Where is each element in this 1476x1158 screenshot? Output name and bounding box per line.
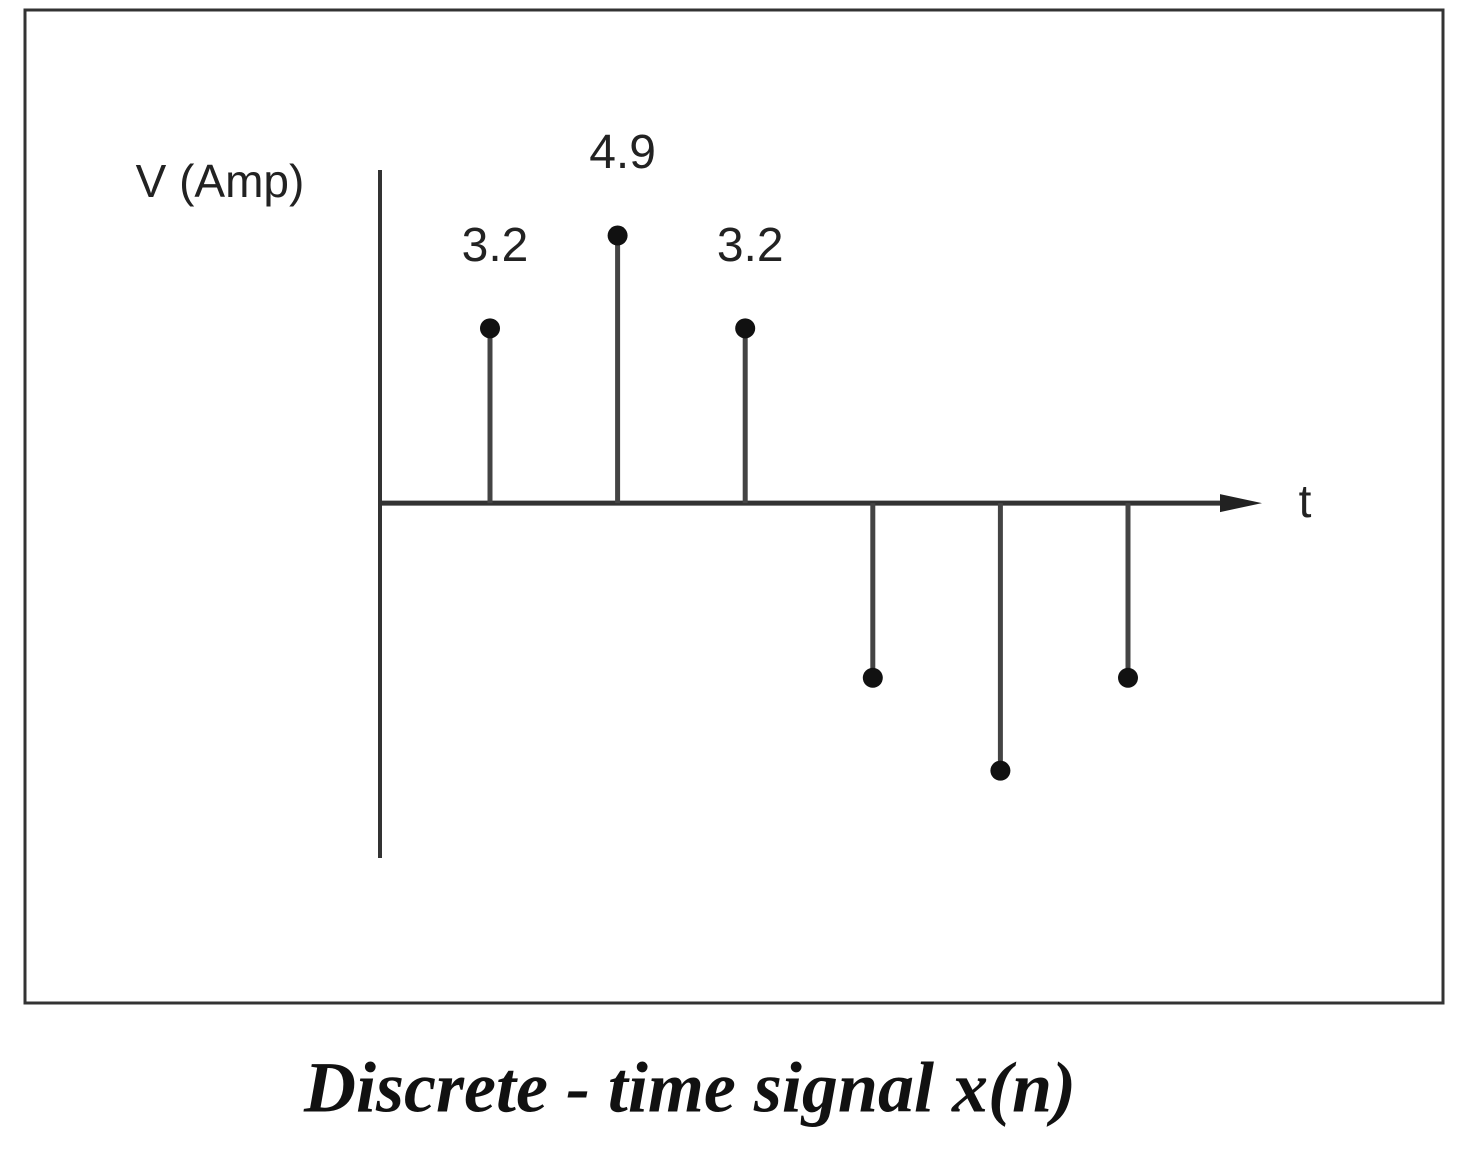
stem-marker — [607, 225, 628, 246]
value-label: 3.2 — [717, 219, 784, 272]
frame — [23, 8, 1445, 1005]
y-axis-label: V (Amp) — [136, 155, 305, 207]
value-label: 4.9 — [589, 126, 656, 179]
stem-marker — [990, 760, 1011, 781]
x-axis-arrow — [1220, 494, 1262, 513]
value-label: 3.2 — [462, 219, 529, 272]
x-axis-label: t — [1299, 475, 1312, 527]
chart-title: Discrete - time signal x(n) — [303, 1048, 1076, 1128]
stem-marker — [735, 318, 756, 339]
stem-marker — [480, 318, 500, 339]
stem-marker — [1118, 667, 1138, 688]
stem-marker — [862, 667, 883, 688]
